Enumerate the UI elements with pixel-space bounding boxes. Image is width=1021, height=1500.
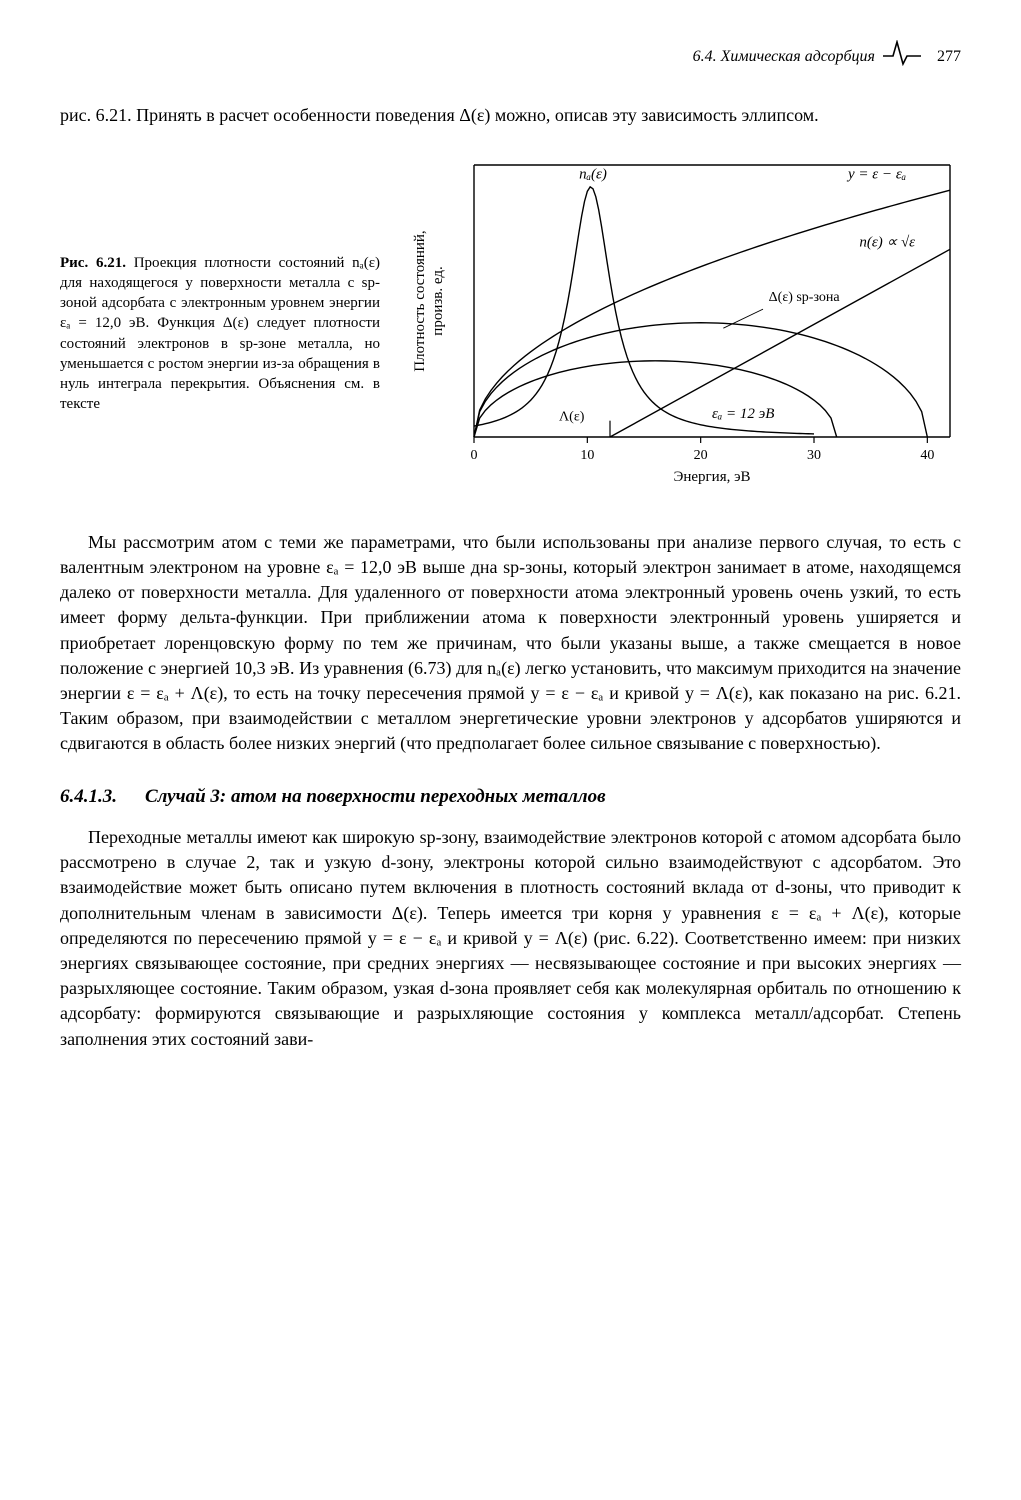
svg-text:y = ε − εₐ: y = ε − εₐ <box>846 166 906 182</box>
figure-6-21: Рис. 6.21. Проекция плотности состояний … <box>60 153 961 500</box>
svg-text:10: 10 <box>580 448 594 463</box>
paragraph-2: Мы рассмотрим атом с теми же параметрами… <box>60 530 961 757</box>
figure-chart: 0 10 20 30 40 Энергия, эВ Плотность состояний,… <box>404 153 961 500</box>
svg-text:n(ε) ∝ √ε: n(ε) ∝ √ε <box>859 234 915 250</box>
figure-caption: Рис. 6.21. Проекция плотности состояний … <box>60 253 380 415</box>
header-pulse-icon <box>883 40 921 73</box>
svg-text:40: 40 <box>920 448 934 463</box>
svg-text:Λ(ε): Λ(ε) <box>559 409 585 424</box>
svg-text:30: 30 <box>807 448 821 463</box>
svg-text:произв. ед.: произв. ед. <box>430 266 446 335</box>
section-number: 6.4.1.3. <box>60 784 117 811</box>
paragraph-3: Переходные металлы имеют как широкую sp-… <box>60 825 961 1052</box>
svg-text:20: 20 <box>694 448 708 463</box>
svg-text:Δ(ε) sp-зона: Δ(ε) sp-зона <box>769 290 841 305</box>
svg-text:0: 0 <box>471 448 478 463</box>
section-breadcrumb: 6.4. Химическая адсорбция <box>693 46 875 68</box>
svg-text:Энергия, эВ: Энергия, эВ <box>673 469 750 485</box>
section-title: Случай 3: атом на поверхности переходных… <box>145 784 606 811</box>
figure-number: Рис. 6.21. <box>60 255 126 271</box>
svg-text:nₐ(ε): nₐ(ε) <box>579 166 607 182</box>
section-heading: 6.4.1.3. Случай 3: атом на поверхности п… <box>60 784 961 811</box>
svg-text:Плотность состояний,: Плотность состояний, <box>412 230 428 371</box>
figure-caption-text: Проекция плотности состояний nₐ(ε) для н… <box>60 255 380 413</box>
page-header: 6.4. Химическая адсорбция 277 <box>60 40 961 73</box>
chart-svg: 0 10 20 30 40 Энергия, эВ Плотность состояний,… <box>404 153 964 493</box>
svg-text:εₐ = 12 эВ: εₐ = 12 эВ <box>712 406 774 422</box>
page-number: 277 <box>937 46 961 68</box>
intro-paragraph: рис. 6.21. Принять в расчет особенности … <box>60 103 961 128</box>
